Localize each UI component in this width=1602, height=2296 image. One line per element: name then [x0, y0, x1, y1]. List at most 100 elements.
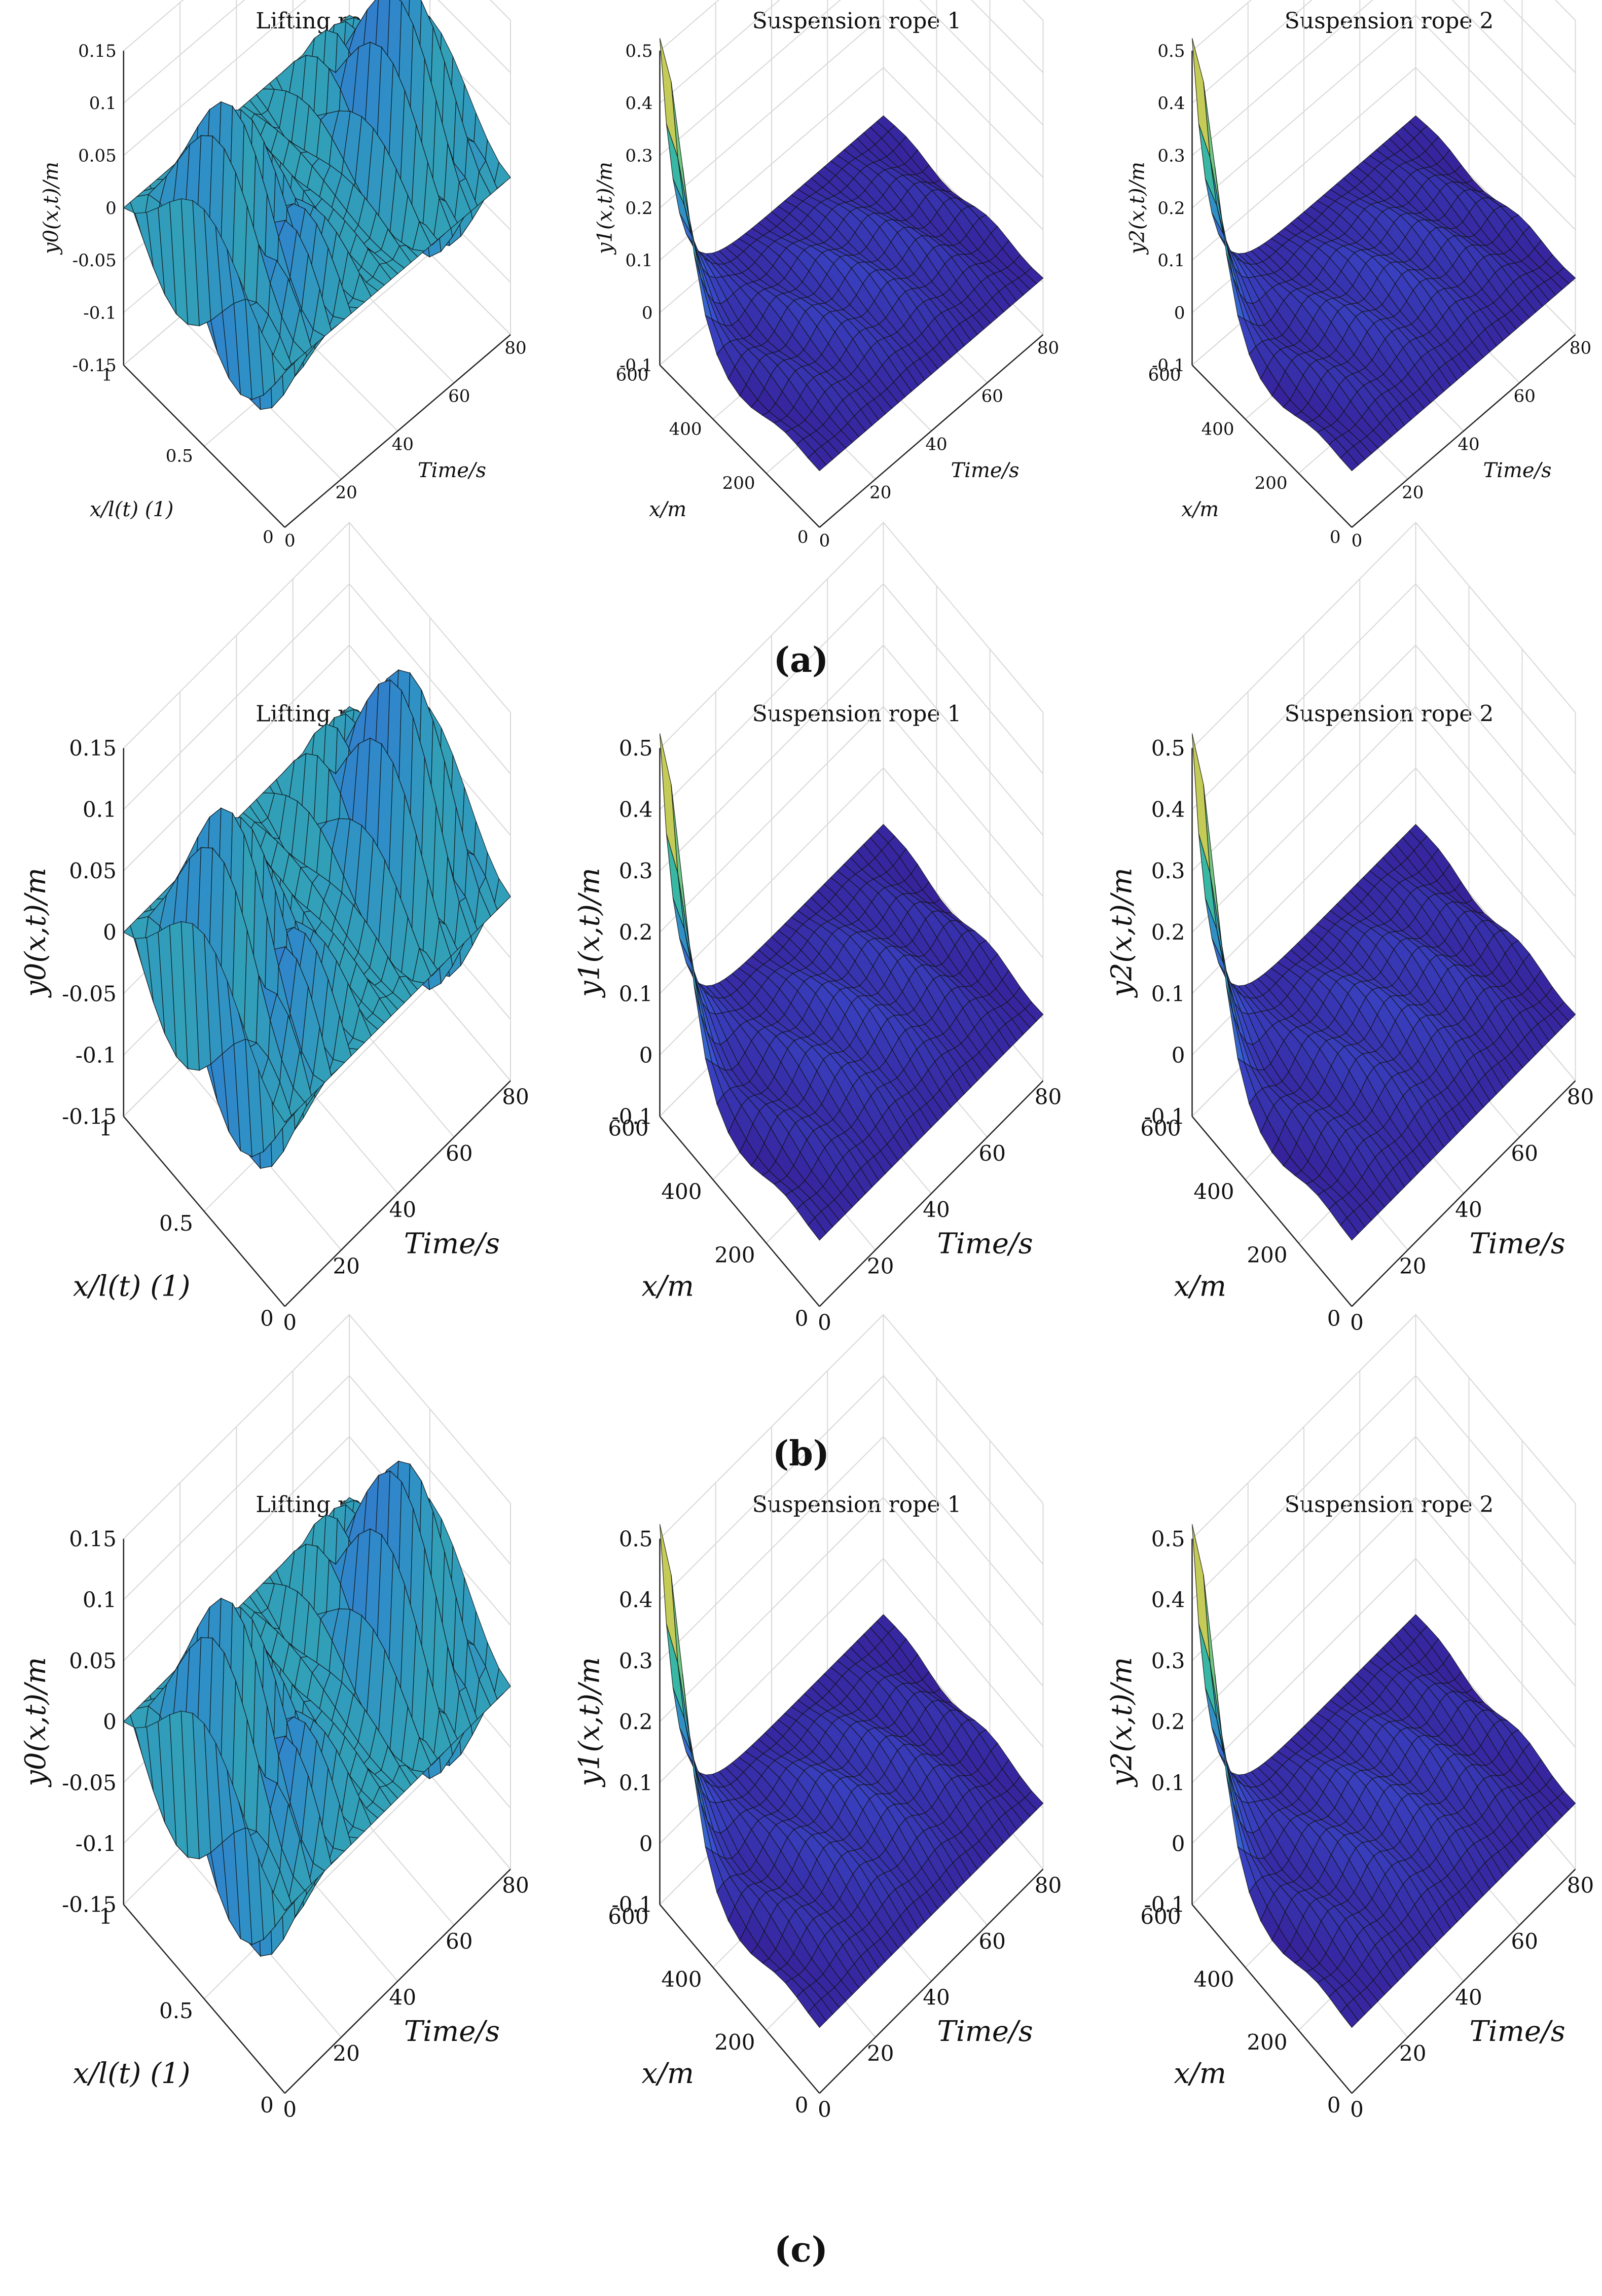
z-tick-label: 0.5: [619, 1526, 653, 1551]
x-axis: [123, 365, 285, 528]
panel-label: (c): [774, 2230, 828, 2270]
surface: [123, 669, 511, 1169]
z-tick-label: 0.5: [625, 41, 652, 61]
chart-title: Suspension rope 1: [752, 1492, 962, 1518]
time-tick-label: 40: [389, 1985, 416, 2010]
time-axis-label: Time/s: [418, 459, 486, 482]
x-tick-label: 600: [1140, 1904, 1181, 1929]
z-tick-label: 0: [642, 303, 653, 324]
chart-a-1: Lifting rope0.150.10.050-0.05-0.1-0.1500…: [40, 0, 527, 551]
x-axis-label: x/m: [641, 2057, 694, 2090]
x-axis-label: x/m: [1181, 498, 1219, 521]
z-tick-label: 0: [1172, 1043, 1185, 1067]
time-axis-label: Time/s: [937, 2015, 1033, 2048]
surface-patch: [1340, 451, 1359, 472]
x-tick-label: 600: [616, 365, 649, 385]
x-tick-label: 200: [1255, 473, 1288, 493]
x-tick-label: 400: [661, 1967, 702, 1992]
x-tick-label: 0: [260, 2093, 274, 2118]
z-tick-label: 0.1: [619, 1770, 653, 1795]
z-tick-label: 0.2: [1151, 920, 1185, 945]
time-tick-label: 60: [446, 1141, 472, 1166]
z-tick-label: 0.5: [1157, 41, 1185, 61]
x-tick-label: 1: [99, 1116, 113, 1140]
z-tick-label: -0.1: [620, 355, 653, 376]
z-tick-label: 0.05: [78, 146, 117, 166]
time-axis: [284, 1080, 511, 1307]
time-tick-label: 80: [1037, 338, 1059, 358]
z-tick-label: 0.5: [1151, 736, 1185, 761]
z-tick-label: 0.4: [619, 797, 653, 822]
x-tick-label: 0.5: [166, 446, 193, 467]
z-tick-label: 0.1: [1151, 981, 1185, 1006]
time-tick-label: 80: [502, 1873, 529, 1897]
z-axis-label: y2(x,t)/m: [1106, 868, 1139, 998]
time-tick-label: 20: [867, 2041, 894, 2066]
time-axis-label: Time/s: [1469, 1228, 1565, 1261]
z-tick-label: 0.2: [1151, 1709, 1185, 1734]
time-axis: [284, 1869, 511, 2094]
x-tick-label: 0: [260, 1306, 274, 1331]
z-tick-label: 0.1: [619, 981, 653, 1006]
surface: [123, 0, 511, 411]
time-tick-label: 20: [1402, 482, 1424, 503]
time-tick-label: 40: [1458, 434, 1479, 454]
z-tick-label: 0.3: [619, 1648, 653, 1673]
x-tick-label: 600: [608, 1904, 648, 1929]
x-axis-label: x/l(t) (1): [90, 498, 174, 521]
z-tick-label: 0.15: [78, 41, 117, 61]
time-axis: [819, 334, 1044, 528]
chart-title: Suspension rope 2: [1285, 701, 1494, 727]
chart-b-1: Lifting rope0.150.10.050-0.05-0.1-0.1500…: [19, 521, 529, 1335]
time-tick-label: 20: [1399, 2041, 1426, 2066]
z-tick-label: 0.4: [1151, 1588, 1185, 1612]
x-tick-label: 600: [1140, 1116, 1181, 1140]
grid-line: [1191, 644, 1576, 872]
time-axis: [284, 334, 511, 528]
x-axis-label: x/m: [649, 498, 686, 521]
x-tick-label: 200: [1247, 2030, 1287, 2055]
z-tick-label: 0.2: [1157, 198, 1185, 219]
chart-b-2: Suspension rope 10.50.40.30.20.10-0.1020…: [573, 521, 1062, 1335]
z-tick-label: 0.15: [69, 736, 117, 761]
x-tick-label: 1: [101, 365, 113, 385]
z-tick-label: 0.4: [1157, 93, 1185, 114]
x-tick-label: 200: [714, 2030, 755, 2055]
x-tick-label: 400: [661, 1179, 702, 1204]
time-tick-label: 40: [925, 434, 947, 454]
z-tick-label: 0.4: [619, 1588, 653, 1612]
time-tick-label: 20: [335, 482, 357, 503]
z-axis-label: y2(x,t)/m: [1126, 162, 1149, 255]
chart-c-1: Lifting rope0.150.10.050-0.05-0.1-0.1500…: [19, 1314, 529, 2122]
time-tick-label: 40: [923, 1985, 950, 2010]
grid-line: [659, 583, 1044, 810]
z-tick-label: 0: [1174, 303, 1185, 324]
time-tick-label: 20: [867, 1253, 894, 1278]
time-tick-label: 60: [979, 1929, 1006, 1954]
x-tick-label: 0: [795, 2093, 809, 2118]
surface-patch: [808, 451, 827, 472]
surface-patch: [273, 1081, 292, 1123]
time-axis-label: Time/s: [937, 1228, 1033, 1261]
z-tick-label: 0: [639, 1831, 653, 1856]
z-tick-label: 0: [639, 1043, 653, 1067]
z-axis-label: y1(x,t)/m: [573, 868, 606, 998]
z-tick-label: 0.2: [619, 920, 653, 945]
x-axis-label: x/m: [641, 1270, 694, 1303]
x-tick-label: 200: [714, 1242, 755, 1267]
z-tick-label: 0.1: [83, 1588, 117, 1612]
surface: [659, 38, 1044, 472]
time-tick-label: 80: [1570, 338, 1591, 358]
grid-line: [204, 253, 430, 447]
z-tick-label: 0: [1172, 1831, 1185, 1856]
time-axis-label: Time/s: [404, 1228, 500, 1261]
time-tick-label: 40: [1455, 1985, 1482, 2010]
surface: [123, 1460, 511, 1957]
z-tick-label: -0.1: [76, 1043, 117, 1067]
time-tick-label: 0: [819, 530, 830, 551]
z-tick-label: 0.2: [619, 1709, 653, 1734]
time-tick-label: 60: [979, 1141, 1006, 1166]
x-axis-label: x/m: [1174, 2057, 1226, 2090]
z-tick-label: 0.3: [625, 146, 652, 166]
x-axis: [659, 365, 820, 528]
